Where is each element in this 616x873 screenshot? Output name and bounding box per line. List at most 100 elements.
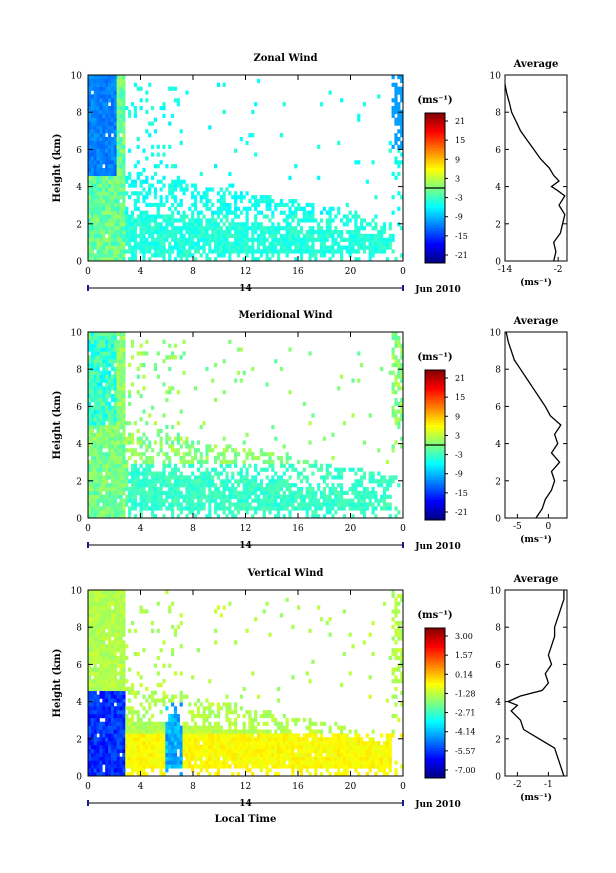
heatmap-cell xyxy=(99,164,103,169)
heatmap-cell xyxy=(113,729,117,734)
heatmap-cell xyxy=(102,75,106,80)
heatmap-cell xyxy=(142,452,146,457)
heatmap-cell xyxy=(99,202,103,208)
heatmap-cell xyxy=(88,121,92,126)
colorbar-swatch xyxy=(425,255,445,259)
heatmap-cell xyxy=(139,233,143,239)
heatmap-cell xyxy=(357,245,361,250)
heatmap-cell xyxy=(110,202,115,208)
heatmap-cell xyxy=(99,113,103,118)
heatmap-cell xyxy=(93,117,97,122)
heatmap-cell xyxy=(116,686,120,692)
heatmap-cell xyxy=(165,230,169,235)
colorbar-swatch xyxy=(425,480,445,483)
heatmap-cell xyxy=(251,230,255,235)
heatmap-cell xyxy=(162,737,166,742)
heatmap-cell xyxy=(96,230,100,235)
date-label: 14 xyxy=(239,541,252,551)
heatmap-cell xyxy=(211,467,215,472)
heatmap-cell xyxy=(305,230,309,235)
heatmap-cell xyxy=(173,760,178,765)
heatmap-cell xyxy=(182,339,186,344)
heatmap-cell xyxy=(308,257,312,262)
heatmap-cell xyxy=(119,86,123,91)
y-tick-label: 2 xyxy=(76,220,82,230)
heatmap-cell xyxy=(133,756,137,761)
panel-title: Zonal Wind xyxy=(253,53,317,64)
heatmap-cell xyxy=(225,230,229,235)
heatmap-cell xyxy=(374,222,378,227)
heatmap-cell xyxy=(196,222,200,227)
colorbar-swatch xyxy=(425,455,445,458)
heatmap-cell xyxy=(268,498,272,503)
heatmap-cell xyxy=(193,386,198,391)
heatmap-cell xyxy=(308,218,312,223)
heatmap-cell xyxy=(130,506,135,511)
heatmap-cell xyxy=(136,374,140,379)
heatmap-cell xyxy=(214,494,218,499)
heatmap-cell xyxy=(242,463,246,468)
heatmap-cell xyxy=(245,237,249,242)
heatmap-cell xyxy=(105,597,109,602)
x-tick-label: 0 xyxy=(85,267,91,277)
heatmap-cell xyxy=(268,206,272,211)
heatmap-cell xyxy=(394,409,398,414)
heatmap-cell xyxy=(96,725,100,730)
heatmap-cell xyxy=(96,621,100,626)
heatmap-cell xyxy=(400,144,404,149)
heatmap-cell xyxy=(162,694,166,699)
heatmap-cell xyxy=(139,463,143,468)
y-tick-label: 0 xyxy=(76,515,82,525)
heatmap-cell xyxy=(128,401,132,406)
heatmap-cell xyxy=(88,90,92,95)
heatmap-cell xyxy=(88,498,92,503)
heatmap-cell xyxy=(176,475,180,480)
x-tick-label: 0 xyxy=(85,524,91,534)
heatmap-cell xyxy=(136,171,140,177)
heatmap-cell xyxy=(113,741,117,746)
heatmap-cell xyxy=(90,86,95,91)
heatmap-cell xyxy=(388,226,392,231)
heatmap-cell xyxy=(102,432,106,437)
heatmap-cell xyxy=(113,640,117,645)
heatmap-cell xyxy=(130,498,135,503)
heatmap-cell xyxy=(139,179,143,184)
heatmap-cell xyxy=(90,479,95,484)
heatmap-cell xyxy=(302,206,306,211)
heatmap-cell xyxy=(277,226,281,231)
heatmap-cell xyxy=(219,494,223,499)
heatmap-cell xyxy=(168,494,172,499)
heatmap-cell xyxy=(122,86,126,91)
heatmap-cell xyxy=(397,343,401,348)
colorbar-swatch xyxy=(425,140,445,144)
heatmap-cell xyxy=(400,98,404,103)
heatmap-cell xyxy=(142,233,146,239)
heatmap-cell xyxy=(202,237,206,242)
heatmap-cell xyxy=(196,249,200,254)
heatmap-cell xyxy=(116,593,120,599)
heatmap-cell xyxy=(128,487,132,492)
heatmap-cell xyxy=(162,745,166,750)
heatmap-cell xyxy=(176,745,180,750)
heatmap-cell xyxy=(90,191,95,196)
heatmap-cell xyxy=(331,233,335,239)
heatmap-cell xyxy=(110,245,115,250)
heatmap-cell xyxy=(130,494,135,499)
heatmap-cell xyxy=(130,253,135,258)
heatmap-cell xyxy=(357,241,361,246)
heatmap-cell xyxy=(139,748,143,754)
heatmap-cell xyxy=(108,702,112,707)
heatmap-cell xyxy=(314,249,318,254)
heatmap-cell xyxy=(108,648,112,653)
heatmap-cell xyxy=(130,745,135,750)
heatmap-cell xyxy=(279,245,284,250)
heatmap-cell xyxy=(119,652,123,657)
heatmap-cell xyxy=(88,428,92,434)
heatmap-cell xyxy=(394,94,398,99)
heatmap-cell xyxy=(99,494,103,499)
heatmap-cell xyxy=(93,366,97,372)
heatmap-cell xyxy=(294,214,298,219)
heatmap-cell xyxy=(93,671,97,676)
heatmap-cell xyxy=(119,605,123,610)
heatmap-cell xyxy=(122,752,126,757)
